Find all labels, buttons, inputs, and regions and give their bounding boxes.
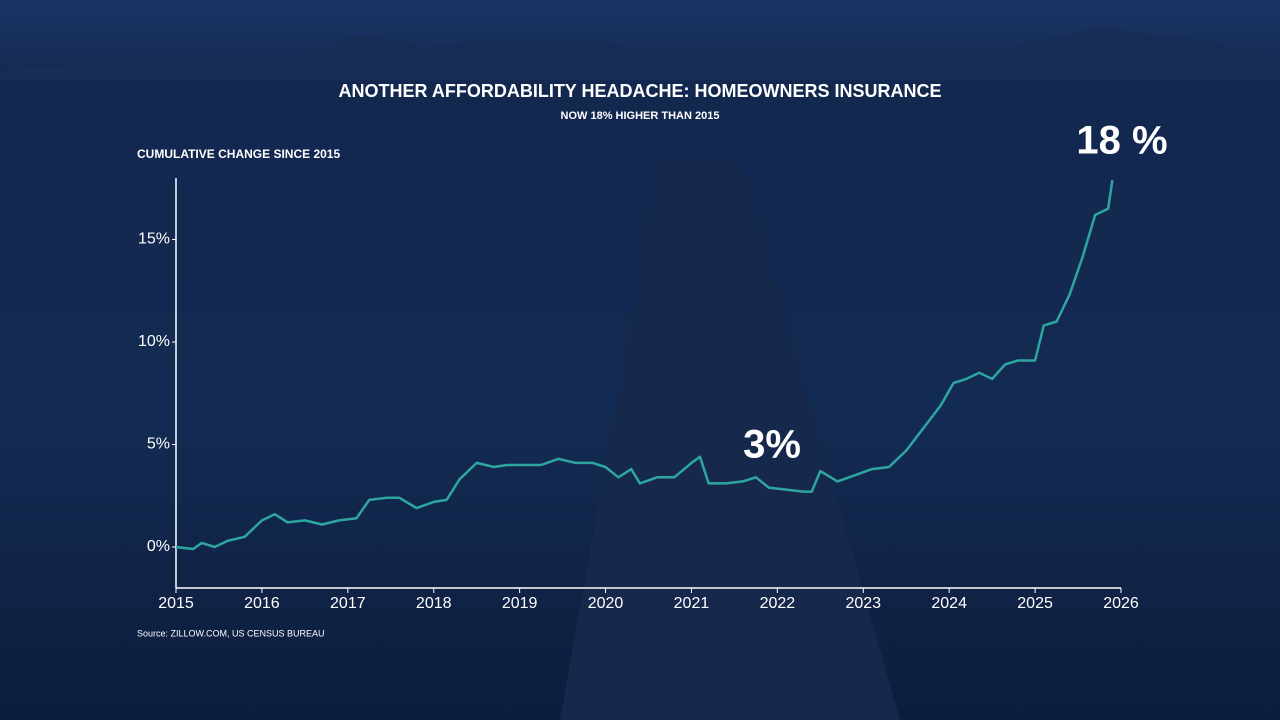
- x-tick-label: 2024: [931, 595, 967, 612]
- x-tick-label: 2020: [588, 595, 624, 612]
- chart-title: ANOTHER AFFORDABILITY HEADACHE: HOMEOWNE…: [339, 81, 942, 101]
- x-tick-label: 2016: [244, 595, 280, 612]
- data-line: [175, 179, 1114, 551]
- y-tick-label: 5%: [147, 436, 170, 453]
- annotation: 18 %: [1076, 119, 1167, 163]
- x-tick-label: 2022: [760, 595, 796, 612]
- x-tick-label: 2026: [1103, 595, 1139, 612]
- chart-subtitle: NOW 18% HIGHER THAN 2015: [561, 110, 720, 122]
- y-axis-label: CUMULATIVE CHANGE SINCE 2015: [137, 147, 340, 161]
- source: Source: ZILLOW.COM, US CENSUS BUREAU: [137, 628, 325, 638]
- annotation: 3%: [743, 423, 801, 467]
- x-tick-label: 2017: [330, 595, 366, 612]
- mountains: [0, 28, 1280, 80]
- y-tick-label: 10%: [138, 333, 170, 350]
- x-tick-label: 2018: [416, 595, 452, 612]
- x-tick-label: 2015: [158, 595, 194, 612]
- x-tick-label: 2025: [1017, 595, 1053, 612]
- x-tick-label: 2023: [845, 595, 881, 612]
- x-tick-label: 2021: [674, 595, 710, 612]
- road: [560, 160, 900, 720]
- y-tick-label: 15%: [138, 231, 170, 248]
- x-tick-label: 2019: [502, 595, 538, 612]
- y-tick-label: 0%: [147, 538, 170, 555]
